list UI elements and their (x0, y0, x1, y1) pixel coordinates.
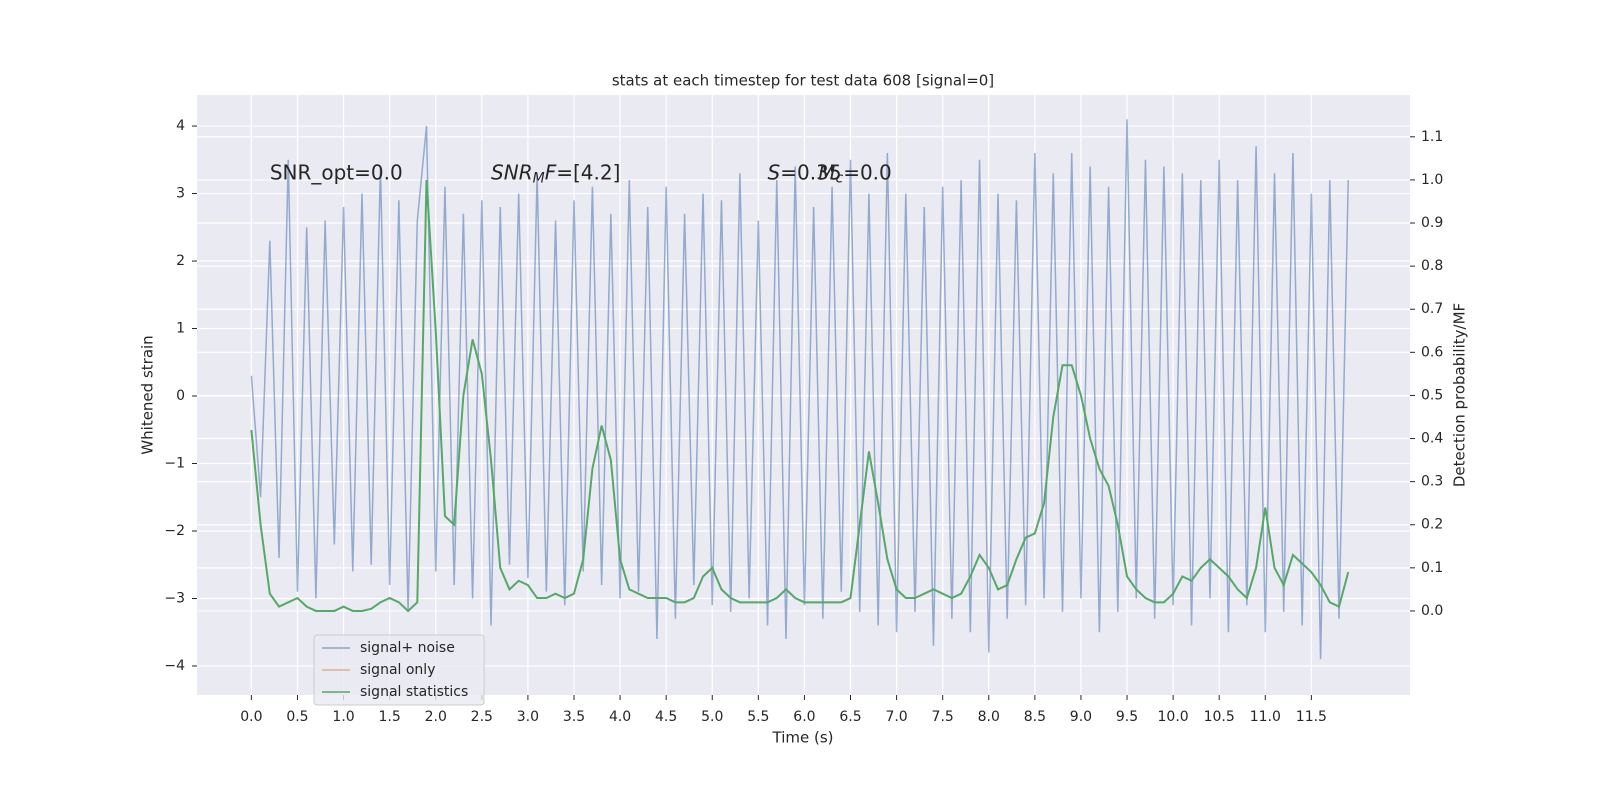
x-tick-label: 9.5 (1116, 709, 1138, 725)
x-tick-label: 11.0 (1250, 709, 1281, 725)
y-tick-label: 0 (176, 388, 185, 404)
y2-axis-label: Detection probability/MF (1451, 303, 1469, 487)
chart-title: stats at each timestep for test data 608… (612, 72, 994, 90)
label-layer: 0.0 0.5 1.0 1.5 2.0 2.5 3.0 3.5 4.0 4.5 5.0 5.5 6.0 6… (164, 118, 1443, 725)
annotation: SNRMF=[4.2] (491, 160, 620, 187)
y-axis-label: Whitened strain (139, 335, 157, 454)
x-tick-label: 6.0 (793, 709, 815, 725)
y-tick-label: 3 (176, 186, 185, 202)
annotation-part: =0.0 (843, 160, 892, 184)
y2-tick-label: 0.2 (1421, 517, 1443, 533)
y2-tick-label: 1.0 (1421, 172, 1443, 188)
y2-tick-label: 0.8 (1421, 258, 1443, 274)
x-tick-label: 4.5 (655, 709, 677, 725)
data-layer (250, 119, 1350, 660)
y2-tick-label: 0.7 (1421, 301, 1443, 317)
legend-label: signal+ noise (360, 640, 455, 656)
legend-label: signal statistics (360, 684, 468, 700)
y2-tick-label: 0.4 (1421, 431, 1443, 447)
y2-tick-label: 0.9 (1421, 215, 1443, 231)
annotation-part: M (818, 160, 835, 184)
x-tick-label: 0.5 (286, 709, 308, 725)
x-tick-label: 8.0 (978, 709, 1000, 725)
series-line (250, 119, 1349, 660)
y2-tick-label: 0.5 (1421, 387, 1443, 403)
x-tick-label: 8.5 (1024, 709, 1046, 725)
x-tick-label: 3.0 (517, 709, 539, 725)
annotation-part: c (836, 170, 844, 186)
y2-tick-label: 0.1 (1421, 560, 1443, 576)
y2-tick-label: 0.3 (1421, 474, 1443, 490)
legend: signal+ noise signal only signal statistic… (313, 634, 485, 706)
grid-layer (192, 95, 1415, 700)
annotation: S=0.35 (768, 160, 842, 184)
x-tick-label: 1.5 (379, 709, 401, 725)
y-tick-label: 4 (176, 118, 185, 134)
y-tick-label: −2 (164, 523, 185, 539)
x-tick-label: 3.5 (563, 709, 585, 725)
x-tick-label: 2.0 (425, 709, 447, 725)
annotation-part: SNR_opt=0.0 (270, 160, 403, 184)
x-tick-label: 0.0 (240, 709, 262, 725)
y2-tick-label: 0.0 (1421, 603, 1443, 619)
x-tick-label: 10.0 (1158, 709, 1189, 725)
x-tick-label: 2.5 (471, 709, 493, 725)
x-tick-label: 5.0 (701, 709, 723, 725)
annotation: Mc=0.0 (818, 160, 892, 187)
annotation-part: SNR (491, 160, 533, 184)
y-tick-label: −4 (164, 658, 185, 674)
x-axis-label: Time (s) (772, 729, 834, 747)
legend-label: signal only (360, 662, 435, 678)
y2-tick-label: 1.1 (1421, 129, 1443, 145)
y-tick-label: −3 (164, 590, 185, 606)
x-tick-label: 6.5 (839, 709, 861, 725)
x-tick-label: 10.5 (1204, 709, 1235, 725)
annotation-part: F (545, 160, 557, 184)
x-tick-label: 4.0 (609, 709, 631, 725)
y-tick-label: 1 (176, 321, 185, 337)
annotation-part: =0.35 (780, 160, 841, 184)
y-tick-label: 2 (176, 253, 185, 269)
series-line (250, 179, 1350, 613)
x-tick-label: 5.5 (747, 709, 769, 725)
x-tick-label: 7.0 (885, 709, 907, 725)
y-tick-label: −1 (164, 456, 185, 472)
x-tick-label: 1.0 (332, 709, 354, 725)
x-tick-label: 7.5 (932, 709, 954, 725)
annotation: SNR_opt=0.0 (270, 160, 403, 184)
legend-box (313, 634, 485, 706)
annotation-part: =[4.2] (556, 160, 620, 184)
x-tick-label: 11.5 (1296, 709, 1327, 725)
y2-tick-label: 0.6 (1421, 344, 1443, 360)
annotation-part: M (533, 170, 545, 186)
x-tick-label: 9.0 (1070, 709, 1092, 725)
annotation-part: S (768, 160, 781, 184)
